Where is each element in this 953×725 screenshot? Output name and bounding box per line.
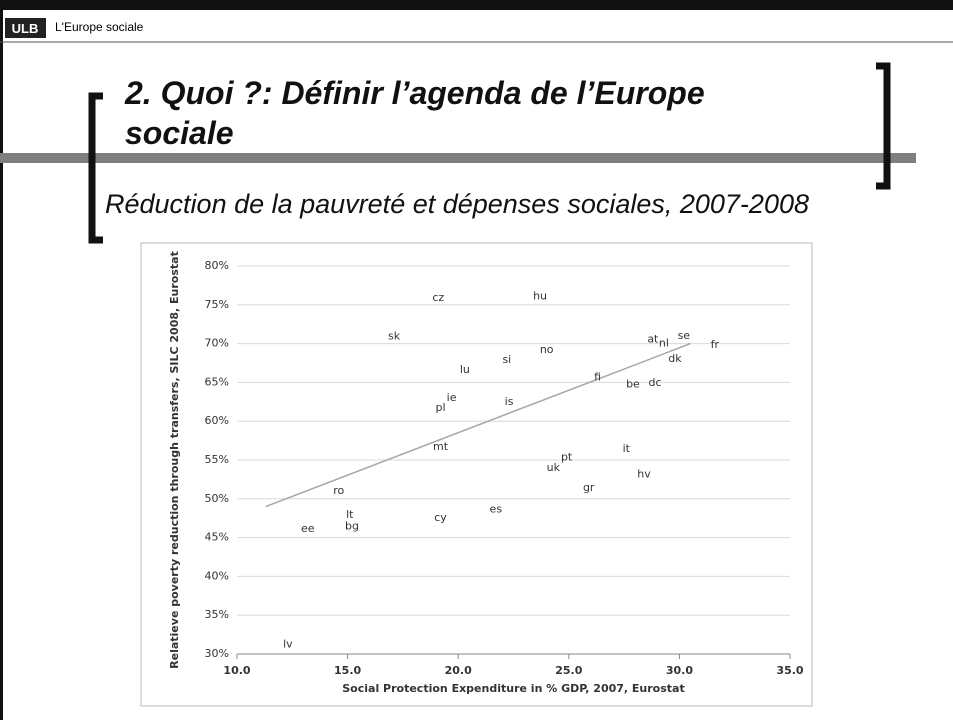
trendline xyxy=(265,342,691,508)
slide-title: 2. Quoi ?: Définir l’agenda de l’Europe xyxy=(124,75,705,111)
y-tick-label: 75% xyxy=(205,298,229,311)
header-title: L'Europe sociale xyxy=(55,20,144,34)
x-tick-label: 15.0 xyxy=(334,664,361,677)
y-tick-label: 70% xyxy=(205,337,229,350)
point-label: be xyxy=(626,378,640,391)
point-label: se xyxy=(678,329,691,342)
point-label: ie xyxy=(447,391,457,404)
point-label: hv xyxy=(637,468,651,481)
point-label: pl xyxy=(435,401,445,414)
slide-subtitle: Réduction de la pauvreté et dépenses soc… xyxy=(105,189,809,219)
slide-title: sociale xyxy=(125,115,234,151)
y-axis-label: Relatieve poverty reduction through tran… xyxy=(168,251,181,669)
point-label: gr xyxy=(583,481,595,494)
point-label: fr xyxy=(711,338,720,351)
point-label: fi xyxy=(594,371,601,384)
point-label: dc xyxy=(649,376,662,389)
point-label: ee xyxy=(301,522,315,535)
left-bracket xyxy=(88,92,103,244)
point-label: lt xyxy=(346,508,354,521)
point-label: is xyxy=(505,395,514,408)
right-bracket xyxy=(876,62,891,190)
point-label: cy xyxy=(434,511,447,524)
point-label: at xyxy=(647,333,659,346)
point-label: hu xyxy=(533,289,547,302)
point-label: nl xyxy=(659,337,669,350)
y-tick-label: 60% xyxy=(205,414,229,427)
point-label: lv xyxy=(283,638,293,651)
y-tick-label: 65% xyxy=(205,375,229,388)
point-label: dk xyxy=(668,352,682,365)
point-label: sk xyxy=(388,330,401,343)
y-tick-label: 30% xyxy=(205,647,229,660)
point-label: si xyxy=(502,353,511,366)
y-tick-label: 80% xyxy=(205,259,229,272)
y-tick-label: 55% xyxy=(205,453,229,466)
logo: ULB xyxy=(12,21,39,36)
point-label: ro xyxy=(333,484,344,497)
point-label: no xyxy=(540,343,554,356)
point-label: cz xyxy=(432,291,444,304)
point-label: mt xyxy=(433,440,449,453)
y-tick-label: 35% xyxy=(205,608,229,621)
y-tick-label: 50% xyxy=(205,492,229,505)
top-border xyxy=(0,0,953,10)
point-label: it xyxy=(623,442,631,455)
x-tick-label: 35.0 xyxy=(776,664,803,677)
point-label: pt xyxy=(561,451,573,464)
x-axis-label: Social Protection Expenditure in % GDP, … xyxy=(342,682,684,695)
point-label: bg xyxy=(345,520,359,533)
left-border xyxy=(0,0,3,720)
x-tick-label: 30.0 xyxy=(666,664,693,677)
point-label: lu xyxy=(460,363,470,376)
y-tick-label: 40% xyxy=(205,569,229,582)
title-bar xyxy=(0,153,916,163)
x-tick-label: 25.0 xyxy=(555,664,582,677)
logo-box xyxy=(5,18,46,38)
y-tick-label: 45% xyxy=(205,531,229,544)
chart-frame xyxy=(140,242,813,707)
x-tick-label: 10.0 xyxy=(223,664,250,677)
point-label: es xyxy=(490,503,503,516)
point-label: uk xyxy=(547,461,561,474)
x-tick-label: 20.0 xyxy=(445,664,472,677)
